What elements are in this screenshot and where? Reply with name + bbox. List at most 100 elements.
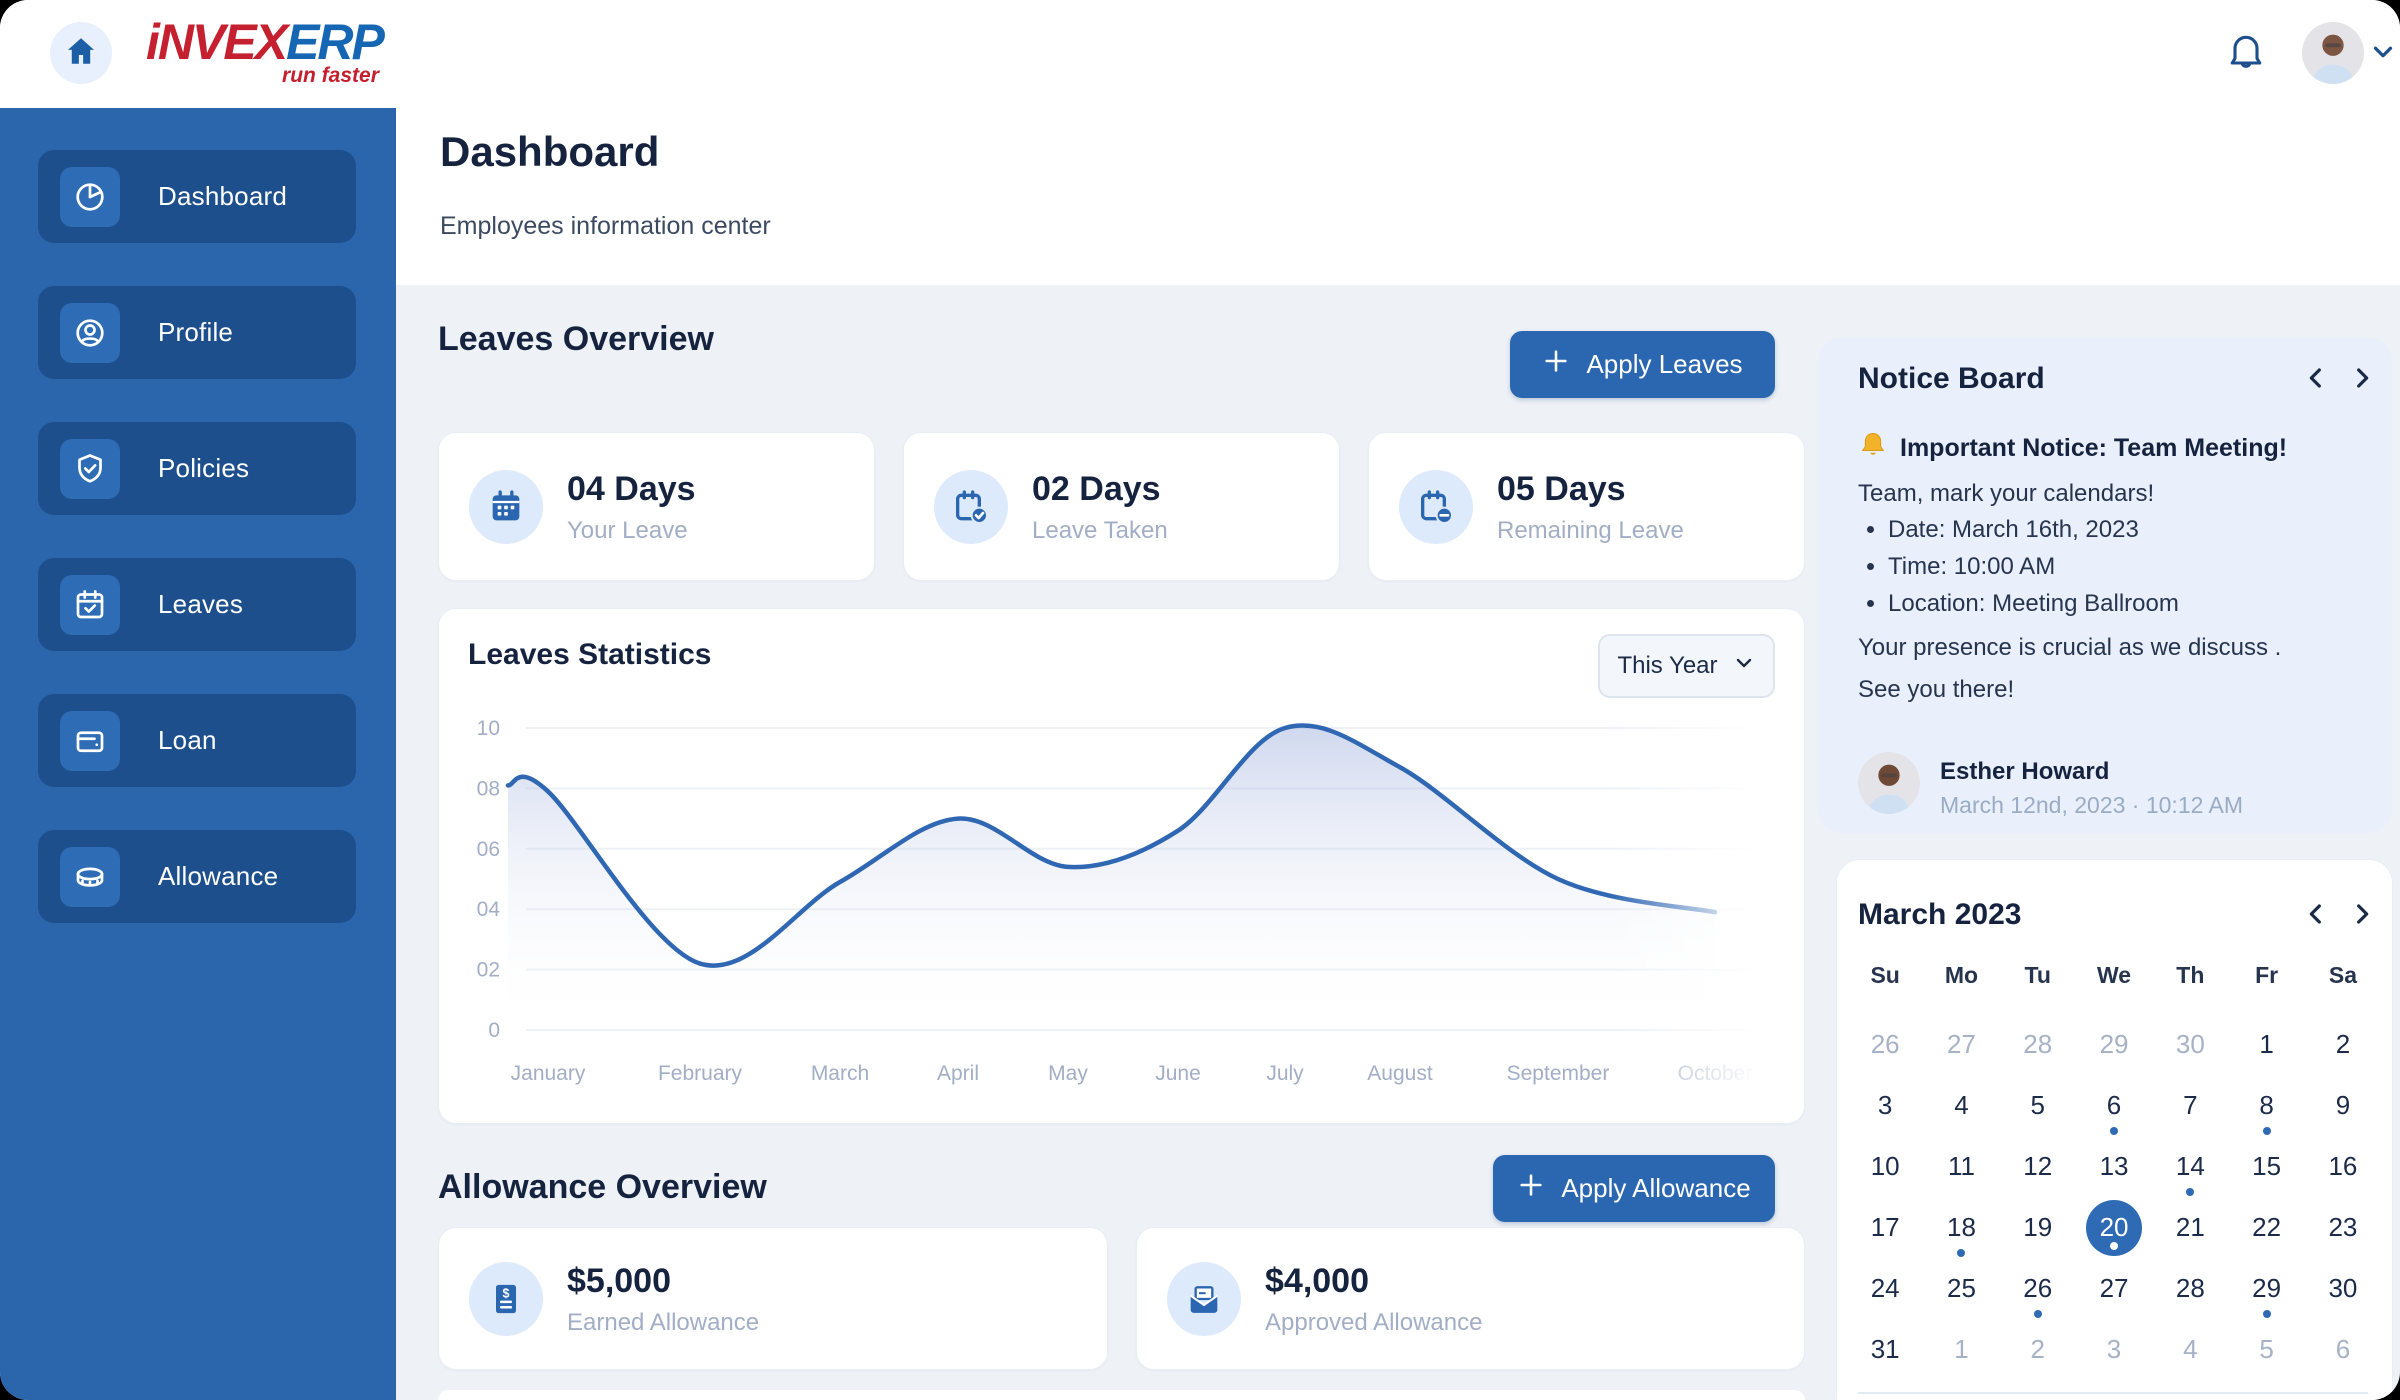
calendar-day[interactable]: 7	[2152, 1075, 2228, 1136]
coin-icon	[60, 847, 120, 907]
calendar-day[interactable]: 31	[1847, 1319, 1923, 1380]
calendar-day[interactable]: 11	[1923, 1136, 1999, 1197]
home-icon	[64, 34, 98, 73]
calendar-icon	[469, 470, 543, 544]
weekday-label: Th	[2152, 962, 2228, 989]
app-window: iNVEXERP run faster Dashboard	[0, 0, 2400, 1400]
stat-label: Your Leave	[567, 517, 688, 545]
next-section-card-edge	[438, 1390, 1805, 1400]
calendar-divider	[1858, 1392, 2368, 1394]
sidebar-item-loan[interactable]: Loan	[38, 694, 356, 787]
allowance-card-earned: $ $5,000 Earned Allowance	[438, 1227, 1108, 1370]
wallet-icon	[60, 711, 120, 771]
author-avatar	[1858, 752, 1920, 814]
sidebar-item-dashboard[interactable]: Dashboard	[38, 150, 356, 243]
calendar-day[interactable]: 2	[2000, 1319, 2076, 1380]
calendar-day[interactable]: 9	[2305, 1075, 2381, 1136]
chevron-right-icon	[2346, 898, 2378, 935]
notice-prev-button[interactable]	[2298, 362, 2334, 398]
calendar-day[interactable]: 27	[2076, 1258, 2152, 1319]
calendar-day[interactable]: 3	[2076, 1319, 2152, 1380]
calendar-day[interactable]: 3	[1847, 1075, 1923, 1136]
calendar-day[interactable]: 16	[2305, 1136, 2381, 1197]
calendar-day[interactable]: 28	[2000, 1014, 2076, 1075]
calendar-day[interactable]: 5	[2228, 1319, 2304, 1380]
page-title: Dashboard	[440, 128, 659, 176]
calendar-day[interactable]: 25	[1923, 1258, 1999, 1319]
notice-board-title: Notice Board	[1858, 362, 2045, 396]
calendar-day[interactable]: 5	[2000, 1075, 2076, 1136]
sidebar-item-allowance[interactable]: Allowance	[38, 830, 356, 923]
sidebar-item-label: Policies	[158, 453, 249, 484]
calendar-day[interactable]: 30	[2305, 1258, 2381, 1319]
calendar-day[interactable]: 18	[1923, 1197, 1999, 1258]
sidebar-item-profile[interactable]: Profile	[38, 286, 356, 379]
calendar-day[interactable]: 1	[2228, 1014, 2304, 1075]
calendar-day[interactable]: 30	[2152, 1014, 2228, 1075]
svg-text:$: $	[503, 1286, 510, 1300]
notifications-button[interactable]	[2222, 30, 2270, 78]
svg-text:10: 10	[477, 717, 500, 740]
calendar-day[interactable]: 4	[1923, 1075, 1999, 1136]
calendar-day[interactable]: 12	[2000, 1136, 2076, 1197]
calendar-minus-badge-icon	[1399, 470, 1473, 544]
sidebar-item-label: Allowance	[158, 861, 278, 892]
logo-tagline: run faster	[146, 64, 383, 88]
receipt-icon: $	[469, 1262, 543, 1336]
envelope-money-icon	[1167, 1262, 1241, 1336]
calendar-check-badge-icon	[934, 470, 1008, 544]
stat-card-leave-taken: 02 Days Leave Taken	[903, 432, 1340, 581]
notice-next-button[interactable]	[2344, 362, 2380, 398]
calendar-day[interactable]: 10	[1847, 1136, 1923, 1197]
calendar-day[interactable]: 14	[2152, 1136, 2228, 1197]
calendar-next-button[interactable]	[2344, 898, 2380, 934]
calendar-day[interactable]: 28	[2152, 1258, 2228, 1319]
notice-intro: Team, mark your calendars!	[1858, 480, 2154, 508]
calendar-day[interactable]: 23	[2305, 1197, 2381, 1258]
notice-headline-text: Important Notice: Team Meeting!	[1900, 434, 2287, 463]
sidebar-item-label: Profile	[158, 317, 233, 348]
calendar-day[interactable]: 29	[2228, 1258, 2304, 1319]
profile-menu-button[interactable]	[2367, 38, 2399, 70]
calendar-day[interactable]: 4	[2152, 1319, 2228, 1380]
notice-bullet-list: Date: March 16th, 2023 Time: 10:00 AM Lo…	[1858, 516, 2179, 627]
sidebar-item-label: Loan	[158, 725, 217, 756]
calendar-day[interactable]: 24	[1847, 1258, 1923, 1319]
calendar-day[interactable]: 26	[2000, 1258, 2076, 1319]
stat-card-your-leave: 04 Days Your Leave	[438, 432, 875, 581]
pie-chart-icon	[60, 167, 120, 227]
user-avatar[interactable]	[2302, 22, 2364, 84]
apply-allowance-button[interactable]: Apply Allowance	[1493, 1155, 1775, 1222]
calendar-day[interactable]: 6	[2076, 1075, 2152, 1136]
calendar-day[interactable]: 17	[1847, 1197, 1923, 1258]
calendar-day[interactable]: 2	[2305, 1014, 2381, 1075]
home-button[interactable]	[50, 22, 112, 84]
svg-text:January: January	[511, 1062, 586, 1085]
svg-text:06: 06	[477, 838, 500, 861]
calendar-day[interactable]: 8	[2228, 1075, 2304, 1136]
calendar-day[interactable]: 13	[2076, 1136, 2152, 1197]
calendar-day[interactable]: 22	[2228, 1197, 2304, 1258]
notice-bullet: Date: March 16th, 2023	[1888, 516, 2179, 544]
calendar-day[interactable]: 6	[2305, 1319, 2381, 1380]
calendar-day[interactable]: 1	[1923, 1319, 1999, 1380]
bell-icon	[2224, 30, 2268, 79]
weekday-label: Tu	[2000, 962, 2076, 989]
apply-leaves-label: Apply Leaves	[1586, 349, 1742, 380]
calendar-day[interactable]: 27	[1923, 1014, 1999, 1075]
calendar-day[interactable]: 29	[2076, 1014, 2152, 1075]
sidebar-item-policies[interactable]: Policies	[38, 422, 356, 515]
gold-bell-icon	[1858, 430, 1888, 467]
calendar-day[interactable]: 21	[2152, 1197, 2228, 1258]
svg-text:May: May	[1048, 1062, 1088, 1085]
calendar-day[interactable]: 15	[2228, 1136, 2304, 1197]
sidebar-item-leaves[interactable]: Leaves	[38, 558, 356, 651]
apply-leaves-button[interactable]: Apply Leaves	[1510, 331, 1775, 398]
calendar-day[interactable]: 20	[2076, 1197, 2152, 1258]
calendar-day[interactable]: 26	[1847, 1014, 1923, 1075]
stat-value: 04 Days	[567, 470, 696, 509]
calendar-prev-button[interactable]	[2298, 898, 2334, 934]
calendar-check-icon	[60, 575, 120, 635]
weekday-label: Su	[1847, 962, 1923, 989]
calendar-day[interactable]: 19	[2000, 1197, 2076, 1258]
